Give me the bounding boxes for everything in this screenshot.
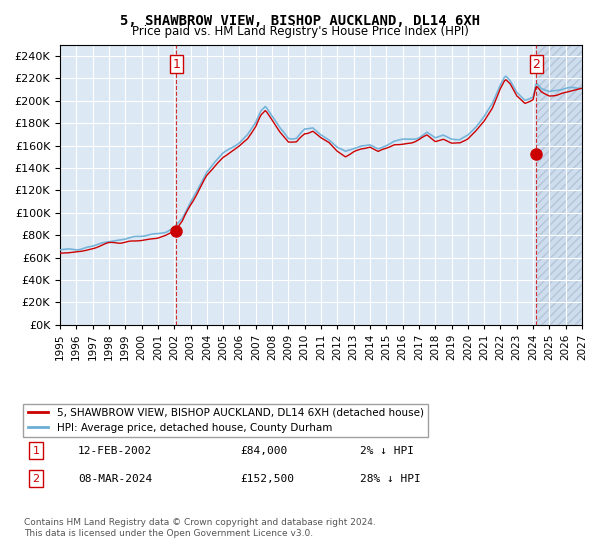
Text: Price paid vs. HM Land Registry's House Price Index (HPI): Price paid vs. HM Land Registry's House …: [131, 25, 469, 38]
Text: 2: 2: [532, 58, 540, 71]
Text: £84,000: £84,000: [240, 446, 287, 456]
Text: £152,500: £152,500: [240, 474, 294, 484]
Text: Contains HM Land Registry data © Crown copyright and database right 2024.
This d: Contains HM Land Registry data © Crown c…: [24, 518, 376, 538]
Text: 1: 1: [172, 58, 180, 71]
Text: 12-FEB-2002: 12-FEB-2002: [78, 446, 152, 456]
Text: 1: 1: [32, 446, 40, 456]
Legend: 5, SHAWBROW VIEW, BISHOP AUCKLAND, DL14 6XH (detached house), HPI: Average price: 5, SHAWBROW VIEW, BISHOP AUCKLAND, DL14 …: [23, 404, 428, 437]
Text: 2% ↓ HPI: 2% ↓ HPI: [360, 446, 414, 456]
Text: 08-MAR-2024: 08-MAR-2024: [78, 474, 152, 484]
Text: 28% ↓ HPI: 28% ↓ HPI: [360, 474, 421, 484]
Text: 5, SHAWBROW VIEW, BISHOP AUCKLAND, DL14 6XH: 5, SHAWBROW VIEW, BISHOP AUCKLAND, DL14 …: [120, 14, 480, 28]
Text: 2: 2: [32, 474, 40, 484]
